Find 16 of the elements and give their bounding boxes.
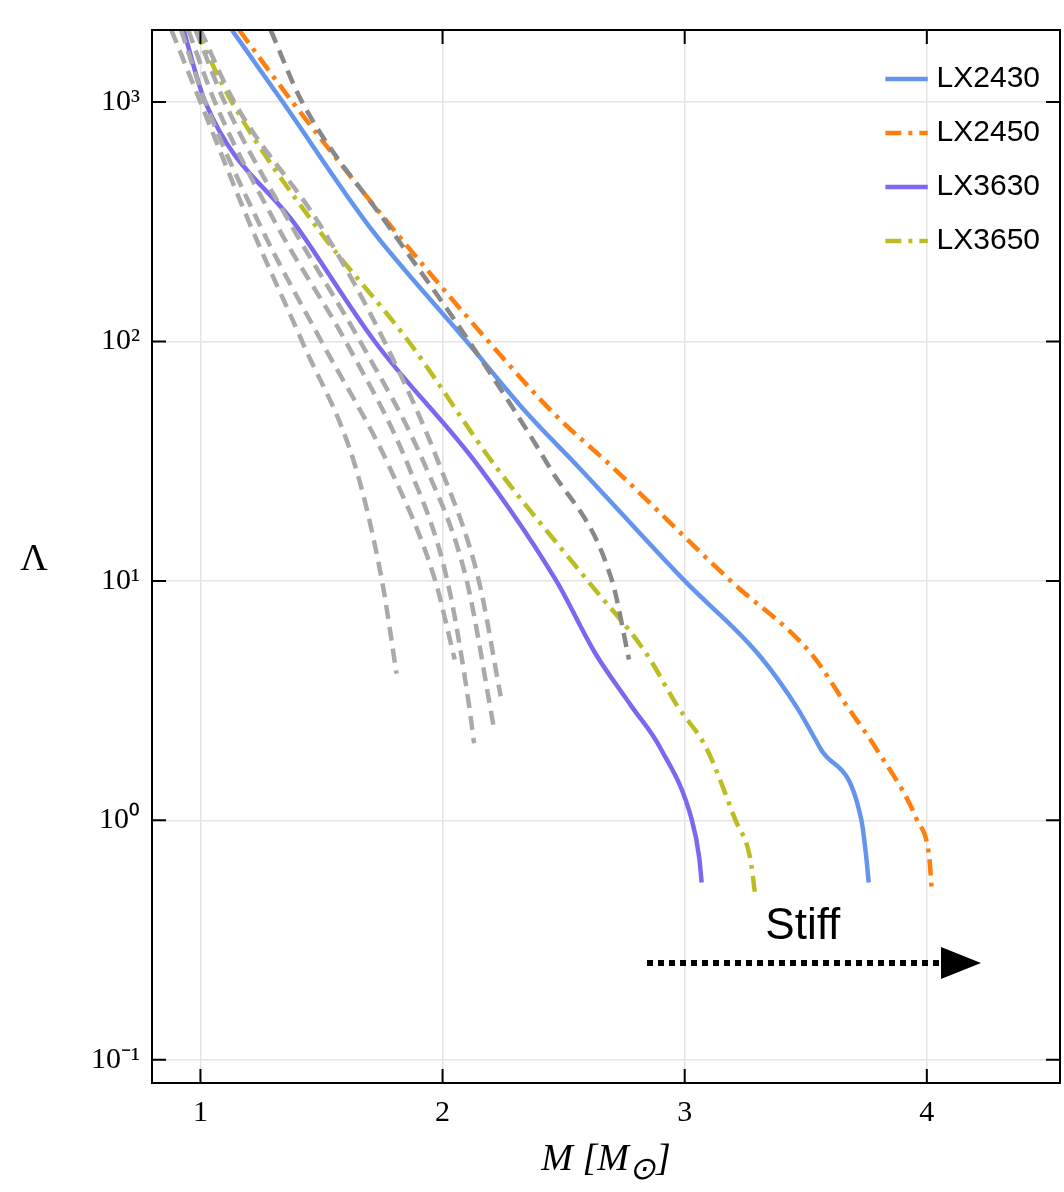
legend-label: LX2450: [936, 114, 1040, 148]
y-tick-label: 10⁰: [99, 801, 140, 835]
legend-label: LX2430: [936, 60, 1040, 94]
legend-label: LX3630: [936, 168, 1040, 202]
annotation: Stiff: [765, 899, 841, 949]
x-tick-label: 2: [435, 1093, 451, 1127]
x-tick-label: 4: [919, 1093, 935, 1127]
x-axis-title: M [M$_{⊙}$]: [541, 1135, 671, 1187]
y-axis-title: Λ: [20, 534, 48, 579]
y-tick-label: 10³: [101, 82, 140, 116]
y-tick-label: 10¹: [101, 561, 140, 595]
legend-label: LX3650: [936, 222, 1040, 256]
x-tick-label: 1: [192, 1093, 208, 1127]
y-tick-label: 10⁻¹: [91, 1040, 140, 1074]
y-tick-label: 10²: [101, 322, 140, 356]
x-tick-label: 3: [677, 1093, 693, 1127]
